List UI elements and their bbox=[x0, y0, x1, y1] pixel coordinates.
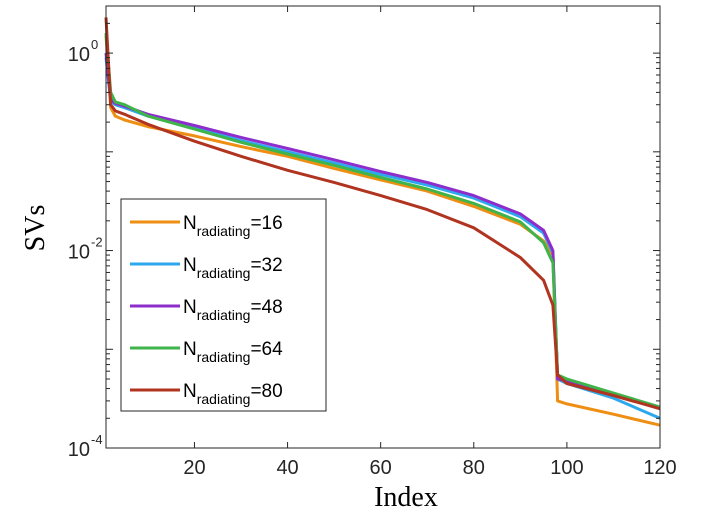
y-tick-label: 10 bbox=[68, 242, 90, 264]
series-line-1 bbox=[104, 35, 661, 427]
legend-entry: Nradiating=16 bbox=[130, 213, 283, 239]
y-tick-exponent: -2 bbox=[91, 235, 103, 250]
legend-entry: Nradiating=80 bbox=[130, 381, 283, 407]
legend-entry: Nradiating=64 bbox=[130, 339, 283, 365]
x-tick-label: 40 bbox=[276, 457, 298, 479]
series-layer bbox=[104, 17, 661, 427]
legend-label: Nradiating=64 bbox=[183, 339, 283, 365]
legend-label: Nradiating=32 bbox=[183, 255, 283, 281]
legend-entry: Nradiating=32 bbox=[130, 255, 283, 281]
series-line-5 bbox=[104, 17, 661, 411]
x-axis-title: Index bbox=[374, 482, 438, 512]
legend-label: Nradiating=80 bbox=[183, 381, 283, 407]
x-tick-label: 100 bbox=[550, 457, 583, 479]
y-tick-exponent: -4 bbox=[91, 432, 103, 447]
x-tick-label: 120 bbox=[643, 457, 676, 479]
axes-box bbox=[105, 5, 661, 449]
legend-label: Nradiating=16 bbox=[183, 213, 283, 239]
y-tick-exponent: 0 bbox=[91, 37, 98, 52]
legend: Nradiating=16 Nradiating=32 Nradiating=48 N… bbox=[120, 198, 327, 412]
y-tick-label: 10 bbox=[68, 44, 90, 66]
legend-entry: Nradiating=48 bbox=[130, 297, 283, 323]
x-tick-label: 80 bbox=[463, 457, 485, 479]
legend-label: Nradiating=48 bbox=[183, 297, 283, 323]
x-tick-label: 20 bbox=[183, 457, 205, 479]
y-tick-label: 10 bbox=[68, 439, 90, 461]
y-axis-title: SVs bbox=[20, 205, 51, 252]
x-tick-label: 60 bbox=[370, 457, 392, 479]
